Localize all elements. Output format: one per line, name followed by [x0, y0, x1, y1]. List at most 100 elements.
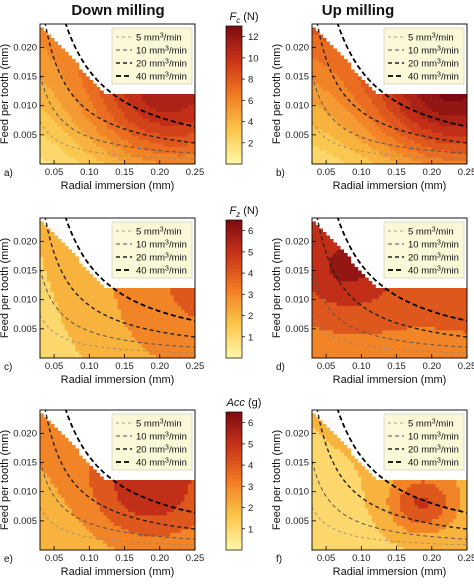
- heatmap-cell: [68, 532, 73, 537]
- heatmap-cell: [371, 139, 376, 144]
- heatmap-cell: [43, 546, 48, 551]
- heatmap-cell: [149, 340, 154, 345]
- heatmap-cell: [57, 529, 62, 533]
- heatmap-cell: [329, 48, 334, 53]
- heatmap-cell: [184, 101, 189, 105]
- heatmap-cell: [385, 291, 390, 296]
- heatmap-cell: [47, 108, 51, 112]
- heatmap-cell: [396, 291, 401, 296]
- heatmap-cell: [347, 309, 352, 313]
- heatmap-cell: [78, 87, 83, 91]
- heatmap-cell: [85, 319, 90, 324]
- heatmap-cell: [68, 256, 73, 261]
- heatmap-cell: [385, 143, 390, 147]
- heatmap-cell: [61, 62, 66, 67]
- heatmap-cell: [124, 288, 129, 292]
- heatmap-cell: [75, 274, 80, 278]
- heatmap-cell: [364, 291, 369, 296]
- heatmap-cell: [43, 497, 48, 502]
- heatmap-cell: [78, 543, 83, 547]
- heatmap-cell: [110, 146, 115, 151]
- heatmap-cell: [47, 55, 51, 60]
- heatmap-cell: [382, 129, 387, 133]
- heatmap-cell: [333, 277, 338, 282]
- heatmap-cell: [180, 288, 185, 292]
- heatmap-cell: [442, 122, 447, 126]
- heatmap-cell: [64, 274, 69, 278]
- heatmap-cell: [438, 319, 443, 324]
- heatmap-cell: [61, 515, 66, 519]
- heatmap-cell: [61, 490, 66, 495]
- heatmap-cell: [378, 150, 383, 154]
- heatmap-cell: [47, 157, 51, 161]
- heatmap-cell: [103, 298, 108, 303]
- heatmap-cell: [57, 125, 62, 130]
- heatmap-cell: [71, 59, 76, 63]
- heatmap-cell: [396, 323, 401, 327]
- heatmap-cell: [138, 326, 143, 331]
- heatmap-cell: [159, 132, 164, 137]
- heatmap-cell: [131, 298, 136, 303]
- heatmap-cell: [103, 515, 108, 519]
- heatmap-cell: [375, 150, 380, 154]
- heatmap-cell: [50, 55, 55, 60]
- heatmap-cell: [333, 129, 338, 133]
- heatmap-cell: [64, 284, 69, 289]
- heatmap-cell: [47, 420, 51, 425]
- heatmap-cell: [145, 291, 150, 296]
- heatmap-cell: [315, 228, 320, 233]
- heatmap-cell: [106, 347, 111, 352]
- heatmap-cell: [71, 146, 76, 151]
- heatmap-cell: [322, 242, 327, 247]
- heatmap-cell: [350, 333, 355, 338]
- heatmap-cell: [459, 323, 464, 327]
- heatmap-cell: [315, 41, 320, 46]
- panel-d: 0.05 0.10 0.15 0.20 0.250.0050.0100.0150.020…: [271, 217, 474, 386]
- heatmap-cell: [89, 90, 94, 95]
- heatmap-cell: [96, 515, 101, 519]
- heatmap-cell: [40, 55, 44, 60]
- heatmap-cell: [428, 354, 433, 359]
- heatmap-cell: [463, 143, 468, 147]
- heatmap-cell: [57, 490, 62, 495]
- heatmap-cell: [333, 316, 338, 320]
- heatmap-cell: [149, 101, 154, 105]
- y-tick-label: 0.020: [13, 236, 37, 247]
- heatmap-cell: [403, 129, 408, 133]
- heatmap-cell: [445, 326, 450, 331]
- heatmap-cell: [92, 532, 97, 537]
- heatmap-cell: [103, 94, 108, 98]
- heatmap-cell: [459, 153, 464, 158]
- heatmap-cell: [68, 153, 73, 158]
- heatmap-cell: [75, 305, 80, 310]
- heatmap-cell: [424, 132, 429, 137]
- heatmap-cell: [375, 111, 380, 116]
- heatmap-cell: [99, 543, 104, 547]
- heatmap-cell: [400, 291, 404, 296]
- heatmap-cell: [312, 270, 316, 275]
- heatmap-cell: [47, 469, 51, 474]
- heatmap-cell: [347, 125, 352, 130]
- heatmap-cell: [393, 309, 397, 313]
- heatmap-cell: [61, 73, 66, 77]
- x-tick-label: 0.05: [317, 361, 336, 372]
- heatmap-cell: [54, 316, 59, 320]
- heatmap-cell: [375, 129, 380, 133]
- heatmap-cell: [54, 508, 59, 512]
- heatmap-cell: [428, 295, 433, 299]
- heatmap-cell: [47, 45, 51, 49]
- heatmap-cell: [96, 90, 101, 95]
- heatmap-cell: [326, 246, 331, 250]
- heatmap-cell: [152, 97, 157, 102]
- heatmap-cell: [173, 94, 178, 98]
- heatmap-cell: [85, 340, 90, 345]
- heatmap-cell: [354, 340, 359, 345]
- heatmap-cell: [113, 118, 118, 123]
- heatmap-cell: [333, 146, 338, 151]
- heatmap-cell: [152, 340, 157, 345]
- heatmap-cell: [117, 101, 122, 105]
- heatmap-cell: [117, 340, 122, 345]
- heatmap-cell: [43, 41, 48, 46]
- heatmap-cell: [50, 87, 55, 91]
- heatmap-cell: [117, 129, 122, 133]
